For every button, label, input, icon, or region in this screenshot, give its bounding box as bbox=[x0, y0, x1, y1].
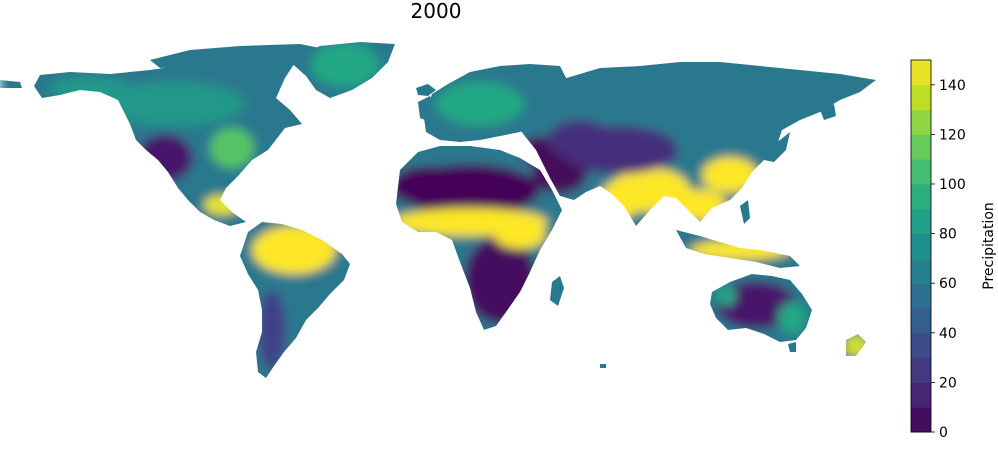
region-southern-africa bbox=[464, 236, 536, 324]
colorbar-tick-label: 60 bbox=[939, 276, 957, 292]
region-new-zealand bbox=[844, 334, 868, 358]
colorbar-band bbox=[911, 208, 931, 235]
colorbar-band bbox=[911, 134, 931, 160]
colorbar-ticks: 0 20 40 60 80 100 120 140 bbox=[931, 78, 966, 441]
region-amazon-basin bbox=[252, 226, 336, 274]
region-coastal-australia bbox=[778, 302, 806, 334]
colorbar-band bbox=[911, 184, 931, 210]
region-canada bbox=[50, 76, 130, 104]
region-indonesia bbox=[690, 240, 790, 260]
colorbar-tick-label: 40 bbox=[939, 326, 957, 342]
region-patagonia bbox=[258, 290, 286, 370]
chart-title: 2000 bbox=[411, 0, 462, 23]
region-south-southeast-asia bbox=[600, 180, 640, 220]
colorbar-band bbox=[911, 382, 931, 408]
region-central-america bbox=[204, 195, 240, 215]
colorbar-tick-label: 80 bbox=[939, 227, 957, 243]
precipitation-field bbox=[0, 42, 876, 378]
colorbar-band bbox=[911, 407, 931, 433]
region-central-asia-tibet bbox=[548, 120, 612, 160]
colorbar-band bbox=[911, 159, 931, 185]
colorbar-bands bbox=[911, 60, 931, 433]
region-south-southeast-asia bbox=[674, 189, 726, 221]
region-western-united-states bbox=[137, 134, 193, 182]
region-canada bbox=[105, 82, 245, 126]
colorbar-band bbox=[911, 60, 931, 86]
colorbar-band bbox=[911, 84, 931, 111]
colorbar-label: Precipitation bbox=[981, 202, 997, 290]
region-eastern-china bbox=[702, 157, 758, 193]
colorbar-band bbox=[911, 283, 931, 309]
region-central-africa-sahel-belt bbox=[494, 221, 546, 249]
region-coastal-australia bbox=[716, 286, 736, 306]
region-europe bbox=[436, 82, 524, 126]
colorbar-tick-label: 120 bbox=[939, 127, 966, 143]
colorbar-band bbox=[911, 233, 931, 259]
colorbar: 0 20 40 60 80 100 120 140 Precipitation bbox=[910, 59, 997, 441]
colorbar-tick-label: 140 bbox=[939, 78, 966, 94]
region-greenland bbox=[311, 43, 379, 87]
colorbar-band bbox=[911, 308, 931, 334]
colorbar-tick-label: 20 bbox=[939, 375, 957, 391]
precipitation-map bbox=[0, 42, 876, 378]
region-eastern-united-states bbox=[210, 128, 254, 168]
colorbar-tick-label: 100 bbox=[939, 177, 966, 193]
colorbar-tick-label: 0 bbox=[939, 425, 948, 441]
colorbar-band bbox=[911, 332, 931, 359]
region-sahara bbox=[390, 166, 470, 206]
region-interior-australia bbox=[716, 281, 796, 329]
colorbar-frame bbox=[910, 59, 932, 433]
colorbar-band bbox=[911, 357, 931, 383]
region-siberia bbox=[560, 78, 680, 122]
colorbar-band bbox=[911, 258, 931, 284]
colorbar-band bbox=[911, 109, 931, 135]
